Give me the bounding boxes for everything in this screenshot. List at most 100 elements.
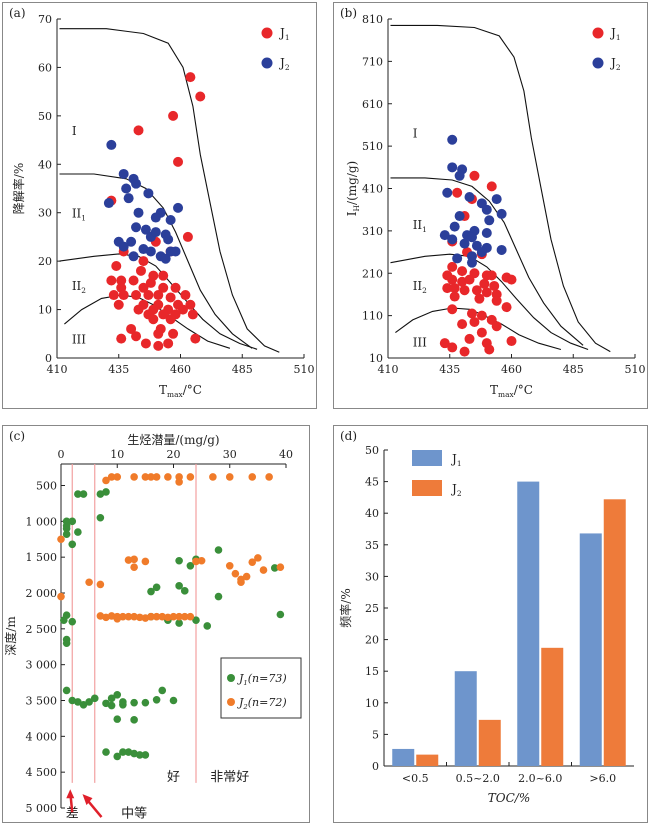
y-tick-label: 710 — [362, 55, 383, 68]
data-point-j1 — [158, 282, 169, 293]
x-tick-label: 10 — [110, 448, 124, 461]
y-tick-label: 30 — [365, 570, 379, 583]
grade-label: 非常好 — [210, 770, 249, 785]
zone-label: III — [413, 336, 427, 350]
legend-marker — [261, 57, 273, 69]
data-point-j2 — [118, 168, 129, 179]
zone-boundary-curve-2 — [390, 177, 584, 346]
y-tick-label: 40 — [365, 507, 379, 520]
y-tick-label: 40 — [38, 158, 52, 171]
data-point-j2 — [466, 232, 477, 243]
data-point-j1 — [180, 290, 191, 301]
grade-label: 好 — [167, 770, 180, 785]
x-tick-label: 410 — [378, 363, 399, 376]
data-point-j2 — [130, 555, 138, 564]
data-point-j2 — [459, 238, 470, 249]
y-tick-label: 210 — [362, 267, 383, 280]
y-tick-label: 30 — [38, 207, 52, 220]
data-point-j2 — [141, 473, 150, 481]
data-point-j1 — [126, 323, 137, 334]
data-point-j1 — [68, 696, 77, 705]
data-point-j1 — [152, 583, 161, 592]
data-point-j1 — [145, 277, 156, 288]
y-tick-label: 10 — [369, 352, 383, 365]
y-tick-label: 5 000 — [26, 802, 58, 815]
data-point-j2 — [160, 253, 171, 264]
grade-label: 差 — [66, 806, 79, 821]
data-point-j2 — [454, 211, 465, 222]
data-point-j2 — [150, 227, 161, 238]
data-point-j1 — [190, 333, 201, 344]
chart-d-svg: (d) 0 5 10 15 20 25 30 35 40 45 50 <0.5 0.5~2.0 2.0~6.… — [338, 429, 634, 805]
data-point-j1 — [476, 310, 487, 321]
data-point-j2 — [442, 187, 453, 198]
data-point-j2 — [175, 612, 183, 621]
data-point-j1 — [158, 270, 169, 281]
y-tick-label: 510 — [362, 140, 383, 153]
x-tick-label: 510 — [625, 363, 646, 376]
legend-label: J2 — [609, 56, 621, 72]
data-point-j1 — [175, 619, 183, 627]
x-tick-label: 435 — [108, 363, 129, 376]
data-point-j2 — [265, 473, 273, 481]
data-point-j2 — [237, 578, 245, 587]
y-tick-label: 35 — [365, 539, 379, 552]
data-point-j1 — [143, 290, 154, 301]
data-point-j2 — [113, 473, 122, 481]
legend-label: J2 — [278, 56, 290, 72]
data-point-j1 — [474, 293, 485, 304]
data-point-j2 — [107, 473, 116, 481]
zone-label: II1 — [413, 218, 427, 234]
data-point-j1 — [119, 701, 127, 709]
y-axis-title: 降解率/% — [11, 163, 26, 214]
data-point-j2 — [147, 612, 155, 621]
data-point-j1 — [102, 699, 110, 708]
data-point-j1 — [128, 275, 139, 286]
data-point-j1 — [489, 280, 500, 291]
data-point-j2 — [85, 578, 93, 587]
x-axis-title: Tmax/°C — [159, 383, 202, 399]
x-tick-label: 435 — [439, 363, 460, 376]
data-point-j1 — [74, 490, 82, 498]
data-point-j2 — [164, 613, 172, 622]
data-point-j1 — [153, 328, 164, 339]
data-point-j1 — [141, 698, 150, 707]
data-point-j1 — [175, 582, 183, 590]
data-point-j2 — [124, 556, 133, 564]
data-point-j1 — [113, 690, 122, 699]
data-point-j1 — [169, 696, 178, 705]
data-point-j2 — [180, 612, 189, 621]
data-point-j2 — [143, 188, 154, 199]
grade-label: 中等 — [121, 805, 147, 821]
data-point-j1 — [442, 283, 453, 294]
data-point-j1 — [133, 304, 144, 315]
data-point-j2 — [175, 478, 183, 486]
data-point-j2 — [135, 613, 144, 622]
data-point-j1 — [119, 748, 127, 756]
data-point-j1 — [130, 716, 138, 724]
data-point-j2 — [130, 563, 138, 571]
data-point-j2 — [169, 612, 178, 621]
y-axis-title: IH/(mg/g) — [345, 161, 361, 216]
zone-label: II2 — [413, 279, 427, 295]
data-point-j2 — [152, 612, 161, 621]
x-tick-label: 0 — [58, 448, 65, 461]
y-tick-label: 15 — [365, 665, 379, 678]
zone-boundary-curve-3 — [59, 253, 258, 350]
data-point-j2 — [454, 170, 465, 181]
data-point-j2 — [102, 476, 110, 485]
data-point-j2 — [147, 473, 155, 481]
y-tick-label: 4 500 — [26, 766, 58, 779]
data-point-j1 — [141, 751, 150, 759]
data-point-j1 — [113, 752, 122, 761]
data-point-j2 — [439, 230, 450, 241]
data-point-j2 — [165, 214, 176, 225]
x-axis-title: TOC/% — [488, 791, 530, 805]
legend-marker — [592, 57, 604, 69]
zone-label: II2 — [72, 279, 86, 295]
data-point-j1 — [108, 290, 119, 301]
data-point-j2 — [141, 557, 150, 566]
data-point-j2 — [131, 222, 142, 233]
data-point-j1 — [214, 546, 223, 554]
data-point-j1 — [135, 265, 146, 276]
